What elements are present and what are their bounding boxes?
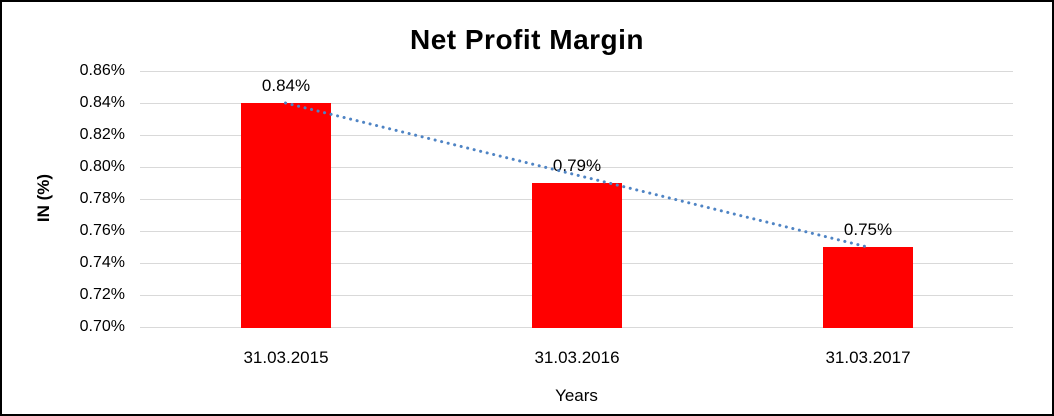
y-tick-label: 0.82%: [79, 126, 125, 143]
bar-31.03.2016: [532, 183, 622, 328]
y-tick-label: 0.80%: [79, 158, 125, 175]
gridline: [140, 71, 1013, 72]
bar-value-label: 0.84%: [261, 76, 311, 95]
bar-value-label: 0.79%: [552, 156, 602, 175]
y-tick-label: 0.86%: [79, 62, 125, 79]
bar-31.03.2015: [241, 103, 331, 328]
y-tick-label: 0.70%: [79, 318, 125, 335]
y-tick-label: 0.76%: [79, 222, 125, 239]
y-tick-label: 0.72%: [79, 286, 125, 303]
chart-title: Net Profit Margin: [409, 24, 645, 55]
x-tick-label: 31.03.2017: [825, 348, 911, 367]
x-axis-title: Years: [555, 386, 598, 405]
bar-31.03.2017: [823, 247, 913, 328]
y-tick-label: 0.74%: [79, 254, 125, 271]
y-tick-label: 0.84%: [79, 94, 125, 111]
y-tick-label: 0.78%: [79, 190, 125, 207]
bar-value-label: 0.75%: [843, 220, 893, 239]
x-tick-label: 31.03.2015: [243, 348, 329, 367]
x-tick-label: 31.03.2016: [534, 348, 620, 367]
